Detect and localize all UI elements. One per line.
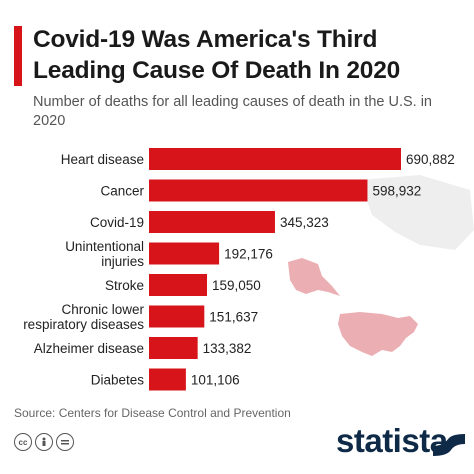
- bar-1[interactable]: [149, 179, 368, 202]
- bar-7[interactable]: [149, 368, 186, 391]
- category-label-7: Diabetes: [91, 373, 145, 388]
- us-map-icon: [288, 175, 474, 356]
- bar-2[interactable]: [149, 211, 275, 233]
- category-label-4: Stroke: [105, 278, 144, 293]
- category-label-3-line-0: Unintentional: [65, 239, 144, 254]
- title-accent-bar: [14, 26, 22, 86]
- value-label-3: 192,176: [224, 247, 273, 262]
- alaska-shape: [288, 258, 340, 296]
- category-label-2: Covid-19: [90, 215, 144, 230]
- license-icons: cc: [14, 433, 74, 451]
- value-label-7: 101,106: [191, 373, 240, 388]
- value-label-5: 151,637: [209, 310, 258, 325]
- bar-6[interactable]: [149, 337, 198, 359]
- attribution-icon[interactable]: [35, 433, 53, 451]
- value-label-4: 159,050: [212, 278, 261, 293]
- category-label-6: Alzheimer disease: [34, 341, 144, 356]
- cc-icon[interactable]: cc: [14, 433, 32, 451]
- no-derivatives-icon[interactable]: [56, 433, 74, 451]
- source-note: Source: Centers for Disease Control and …: [14, 406, 291, 420]
- value-label-0: 690,882: [406, 152, 455, 167]
- world-map-background: [360, 175, 474, 250]
- statista-logo[interactable]: statista: [336, 422, 448, 459]
- bar-4[interactable]: [149, 274, 208, 296]
- value-label-2: 345,323: [280, 215, 329, 230]
- category-label-0: Heart disease: [61, 152, 144, 167]
- category-label-1: Cancer: [100, 184, 144, 199]
- category-label-5-line-1: respiratory diseases: [23, 317, 144, 332]
- category-label-3-line-1: injuries: [101, 254, 144, 269]
- category-label-5-line-0: Chronic lower: [61, 302, 144, 317]
- value-label-6: 133,382: [203, 341, 252, 356]
- chart-title: Covid-19 Was America's Third Leading Cau…: [33, 26, 401, 84]
- chart-subtitle: Number of deaths for all leading causes …: [33, 94, 432, 129]
- bar-0[interactable]: [149, 148, 401, 170]
- contiguous-us-shape: [338, 312, 418, 356]
- bar-3[interactable]: [149, 242, 220, 265]
- bar-5[interactable]: [149, 305, 205, 328]
- bars-group: 690,882 Heart disease 598,932 Cancer 345,323…: [23, 148, 455, 391]
- statista-logo-mark-icon: [433, 434, 465, 456]
- value-label-1: 598,932: [372, 184, 421, 199]
